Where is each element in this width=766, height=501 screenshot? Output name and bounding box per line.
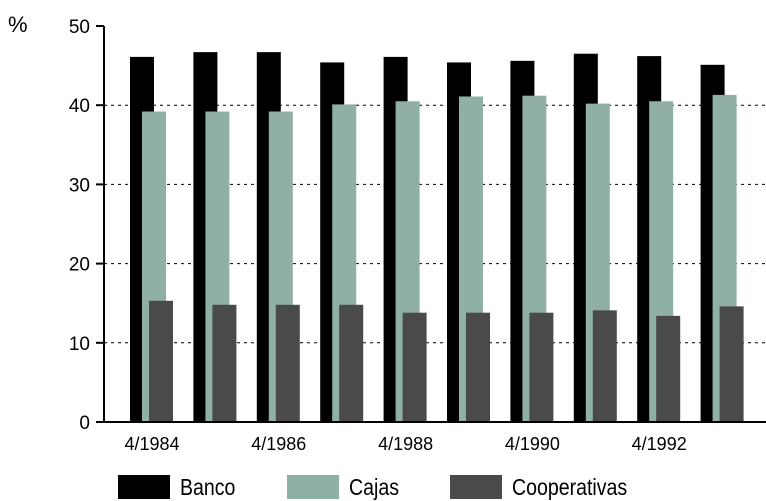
bar-cooperativas-1 [212, 304, 237, 422]
y-tick-label-0: 0 [79, 413, 90, 434]
y-tick-label-40: 40 [69, 96, 90, 117]
y-tick-label-30: 30 [69, 175, 90, 196]
bar-cooperativas-6 [529, 312, 554, 422]
y-tick-label-20: 20 [69, 255, 90, 276]
legend-item-banco: Banco [118, 474, 245, 501]
legend-label-cooperativas: Cooperativas [512, 473, 628, 500]
y-axis-unit-label: % [8, 12, 28, 37]
legend-label-banco: Banco [180, 473, 236, 500]
bar-cooperativas-9 [719, 306, 744, 422]
legend-swatch-cajas [287, 475, 340, 499]
x-tick-label-4-1992: 4/1992 [632, 434, 687, 454]
x-tick-label-4-1984: 4/1984 [124, 434, 179, 454]
legend-item-cooperativas: Cooperativas [450, 474, 648, 501]
legend-item-cajas: Cajas [287, 474, 408, 501]
legend-label-cajas: Cajas [349, 473, 400, 500]
x-tick-label-4-1986: 4/1986 [251, 434, 306, 454]
x-tick-label-4-1990: 4/1990 [505, 434, 560, 454]
y-tick-label-50: 50 [69, 17, 90, 38]
x-tick-label-4-1988: 4/1988 [378, 434, 433, 454]
bar-cooperativas-5 [466, 312, 490, 422]
bar-cooperativas-0 [149, 300, 173, 422]
bar-cooperativas-4 [402, 312, 427, 422]
bar-cooperativas-3 [339, 304, 364, 422]
legend-swatch-cooperativas [450, 475, 503, 499]
bar-cooperativas-7 [592, 310, 617, 422]
y-tick-label-10: 10 [69, 334, 90, 355]
legend: Banco Cajas Cooperativas [118, 474, 690, 500]
legend-swatch-banco [118, 475, 170, 499]
bar-cooperativas-2 [275, 304, 300, 422]
bar-cooperativas-8 [656, 315, 681, 422]
